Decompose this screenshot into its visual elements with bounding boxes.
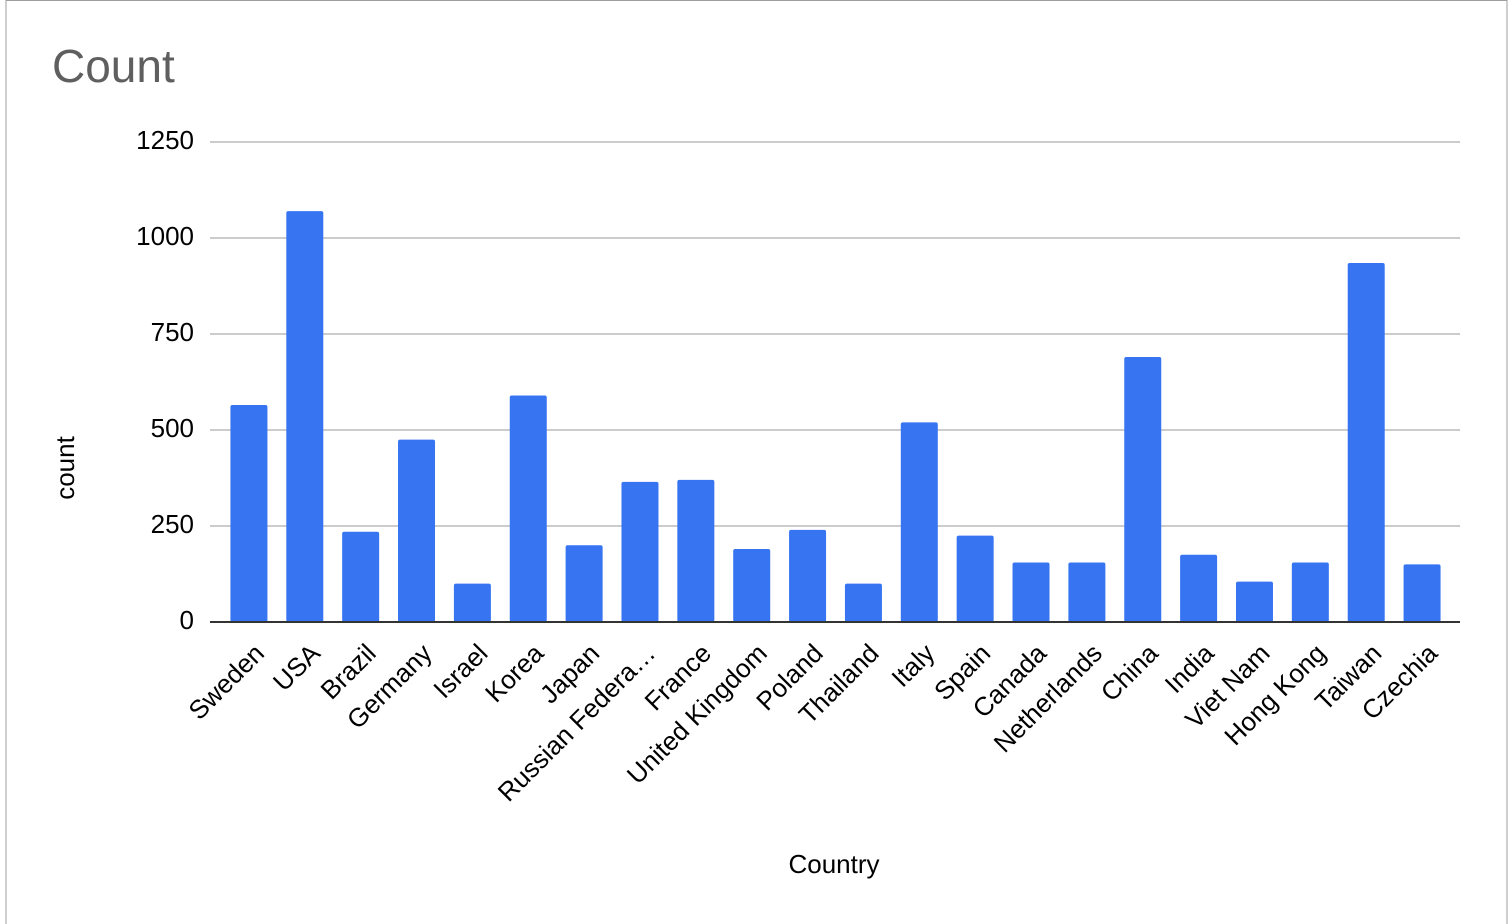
bar <box>900 422 938 622</box>
frame <box>5 0 1508 924</box>
y-tick-label: 250 <box>151 509 194 539</box>
bar <box>565 545 603 622</box>
bar <box>453 583 491 622</box>
bar <box>286 211 324 622</box>
bar <box>230 405 268 622</box>
x-axis-title: Country <box>788 849 879 879</box>
y-tick-label: 1250 <box>136 125 194 155</box>
bar <box>1012 562 1050 622</box>
bar <box>844 583 882 622</box>
y-tick-label: 500 <box>151 413 194 443</box>
y-tick-label: 750 <box>151 317 194 347</box>
bar <box>789 529 827 622</box>
bar <box>956 535 994 622</box>
bar <box>1291 562 1329 622</box>
y-tick-label: 0 <box>180 605 194 635</box>
y-tick-label: 1000 <box>136 221 194 251</box>
bar <box>621 481 659 622</box>
bar <box>1235 581 1273 622</box>
bar <box>1068 562 1106 622</box>
x-tick-label: Korea <box>479 638 550 709</box>
bar <box>677 479 715 622</box>
bar <box>1403 564 1441 622</box>
bar <box>733 549 771 622</box>
bar <box>398 439 436 622</box>
x-tick-label: Israel <box>427 638 493 704</box>
bar <box>342 531 380 622</box>
x-tick-label: China <box>1095 638 1165 708</box>
x-tick-label: Sweden <box>182 638 270 726</box>
bar <box>1347 262 1385 622</box>
bar <box>1124 357 1162 622</box>
y-axis-title: count <box>50 435 80 499</box>
bar <box>509 395 547 622</box>
bar <box>1180 554 1218 622</box>
chart-title: Count <box>52 40 175 92</box>
